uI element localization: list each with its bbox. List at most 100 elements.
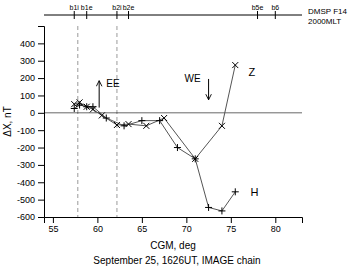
x-tick-mark (53, 217, 54, 223)
y-axis-line (38, 27, 45, 218)
series-marker (232, 62, 238, 68)
x-tick-label: 70 (182, 224, 192, 234)
y-tick: 200 (20, 73, 44, 83)
x-tick-label: 65 (137, 224, 147, 234)
y-tick-label: -500 (17, 195, 35, 205)
x-tick-label: 75 (226, 224, 236, 234)
annotation-arrow (99, 81, 100, 108)
y-tick-mark (38, 113, 44, 114)
x-tick-label: 60 (93, 224, 103, 234)
x-tick-mark (97, 217, 98, 223)
series-marker (205, 204, 212, 211)
series-marker (218, 207, 225, 214)
x-tick: 70 (182, 217, 192, 234)
top-bar-line (44, 15, 302, 16)
x-tick: 75 (226, 217, 236, 234)
y-tick-label: -400 (17, 178, 35, 188)
y-tick-label: 100 (20, 91, 35, 101)
y-tick-mark (38, 43, 44, 44)
series-marker (84, 104, 90, 110)
x-tick: 60 (93, 217, 103, 234)
annotation-arrow (208, 79, 209, 100)
side-label-line: DMSP F14 (308, 7, 348, 16)
y-tick-mark (38, 61, 44, 62)
series-marker (76, 102, 83, 109)
y-tick-mark (38, 78, 44, 79)
y-tick-label: -300 (17, 160, 35, 170)
series-marker (161, 115, 167, 121)
x-axis-title: CGM, deg (150, 240, 196, 251)
chart-title: September 25, 1626UT, IMAGE chain (93, 255, 260, 266)
top-bar-tick (116, 11, 117, 19)
dashed-line (116, 26, 117, 217)
series-marker (156, 117, 163, 124)
x-tick-mark (142, 217, 143, 223)
background (0, 0, 354, 269)
y-tick-label: 200 (20, 73, 35, 83)
y-tick: -100 (17, 126, 44, 136)
top-bar-label: b2e (123, 4, 135, 11)
y-tick-mark (38, 95, 44, 96)
x-tick: 65 (137, 217, 147, 234)
y-tick-label: 0 (30, 108, 35, 118)
x-tick-label: 55 (48, 224, 58, 234)
y-tick: -300 (17, 160, 44, 170)
y-axis: -600 -500 -400 -300 -200 -100 0 100 200 300 400 (17, 27, 45, 223)
series-marker (83, 103, 90, 110)
annotation-label: EE (106, 78, 120, 89)
y-tick: 100 (20, 91, 44, 101)
chart: 55 60 65 70 75 80 -600 -500 -400 -300 -200 -100 0 100… (0, 0, 354, 269)
y-tick-mark (38, 148, 44, 149)
y-tick-label: -600 (17, 212, 35, 222)
series-marker (99, 112, 105, 118)
series-marker (219, 123, 225, 129)
series-marker (103, 115, 110, 122)
x-tick: 80 (271, 217, 281, 234)
annotations: EE WE Z H (99, 66, 258, 199)
x-tick-label: 80 (271, 224, 281, 234)
y-tick: -200 (17, 143, 44, 153)
zero-line (44, 112, 302, 113)
series-marker (138, 117, 145, 124)
y-tick: -600 (17, 212, 44, 222)
top-bar-tick (128, 11, 129, 19)
y-tick-mark (38, 130, 44, 131)
series-marker (71, 105, 78, 112)
y-tick-label: -200 (17, 143, 35, 153)
y-axis-title: ΔX, nT (2, 106, 13, 137)
y-tick: -400 (17, 178, 44, 188)
y-tick-mark (38, 200, 44, 201)
series-marker (192, 156, 198, 162)
y-tick: 400 (20, 39, 44, 49)
top-bar-label: b6 (271, 4, 279, 11)
x-axis-line (45, 218, 303, 224)
series-marker (143, 123, 149, 129)
annotation-label: WE (185, 73, 201, 84)
series-marker (114, 122, 120, 128)
y-tick-label: -100 (17, 126, 35, 136)
series-marker (174, 144, 181, 151)
top-bar-tick (86, 11, 87, 19)
x-tick-mark (275, 217, 276, 223)
top-bar-label: b1e (81, 4, 93, 11)
top-bar-label: b1i (70, 4, 80, 11)
series-label: Z (249, 66, 256, 78)
y-tick-label: 300 (20, 56, 35, 66)
top-bar-label: b5e (252, 4, 264, 11)
series-label: H (250, 186, 258, 198)
top-bar-tick (74, 11, 75, 19)
y-tick-mark (38, 165, 44, 166)
series-marker (121, 122, 128, 129)
plot-area (44, 26, 302, 217)
x-tick-mark (186, 217, 187, 223)
y-tick-label: 400 (20, 39, 35, 49)
top-bar: b1ib1eb2ib2eb5eb6 (44, 4, 302, 19)
y-tick: 0 (30, 108, 44, 118)
series-marker (192, 155, 199, 162)
top-bar-tick (275, 11, 276, 19)
side-label-line: 2000MLT (308, 17, 341, 26)
side-label: DMSP F142000MLT (308, 7, 348, 26)
dashed-line (77, 26, 78, 217)
x-tick-mark (231, 217, 232, 223)
x-tick: 55 (48, 217, 58, 234)
